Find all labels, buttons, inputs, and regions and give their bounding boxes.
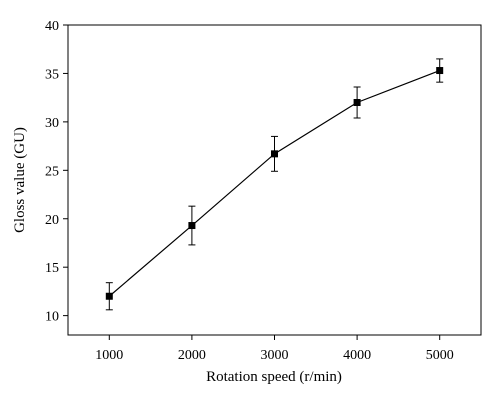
- x-tick-label: 4000: [343, 348, 371, 363]
- data-point-marker: [353, 99, 361, 106]
- data-point-marker: [271, 150, 278, 158]
- series-line: [108, 69, 440, 297]
- x-axis: 1000 2000 3000 4000 5000: [95, 335, 454, 363]
- data-point-marker: [105, 292, 113, 300]
- series-layer: [105, 58, 444, 311]
- y-tick-label: 25: [45, 164, 59, 179]
- x-tick-label: 2000: [178, 348, 206, 363]
- plot-frame: [67, 24, 482, 336]
- y-axis: 10 15 20 25 30 35 40: [45, 19, 68, 325]
- y-tick-label: 20: [45, 213, 59, 228]
- y-axis-label: Gloss value (GU): [12, 127, 28, 233]
- y-tick-label: 10: [45, 310, 59, 325]
- x-tick-label: 1000: [95, 348, 123, 363]
- y-tick-label: 15: [45, 261, 59, 276]
- x-tick-label: 3000: [261, 348, 289, 363]
- y-tick-label: 40: [45, 19, 59, 34]
- data-point-marker: [436, 67, 444, 75]
- data-point-marker: [188, 222, 196, 230]
- y-tick-label: 30: [45, 116, 59, 131]
- x-tick-label: 5000: [426, 348, 454, 363]
- y-tick-label: 35: [45, 67, 59, 82]
- x-axis-label: Rotation speed (r/min): [206, 369, 342, 385]
